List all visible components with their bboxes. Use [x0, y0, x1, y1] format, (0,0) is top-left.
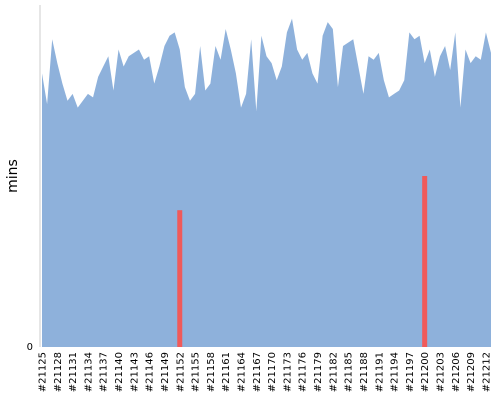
x-tick-label: #21143: [129, 352, 140, 392]
plot-area: [42, 18, 491, 348]
x-tick-label: #21161: [221, 352, 232, 392]
x-tick-label: #21200: [420, 352, 431, 392]
x-tick-label: #21206: [451, 352, 462, 392]
x-tick-label: #21149: [160, 352, 171, 392]
x-tick-label: #21125: [38, 352, 49, 392]
x-ticks: #21125 #21128 #21131 #21134 #21137 #21140 #211…: [38, 352, 493, 392]
x-tick-label: #21137: [99, 352, 110, 392]
x-tick-label: #21176: [298, 352, 309, 392]
area-series: [42, 18, 491, 348]
x-tick-label: #21140: [114, 352, 125, 392]
x-tick-label: #21179: [313, 352, 324, 392]
x-tick-label: #21185: [344, 352, 355, 392]
x-tick-label: #21173: [282, 352, 293, 392]
x-tick-label: #21170: [267, 352, 278, 392]
x-tick-label: #21188: [359, 352, 370, 392]
x-tick-label: #21197: [405, 352, 416, 392]
x-tick-label: #21128: [53, 352, 64, 392]
x-tick-label: #21191: [374, 352, 385, 392]
x-tick-label: #21194: [390, 352, 401, 392]
highlight-mark-0: [177, 210, 183, 347]
x-tick-label: #21134: [83, 352, 94, 392]
x-tick-label: #21182: [328, 352, 339, 392]
highlight-mark-1: [422, 176, 428, 347]
x-tick-label: #21212: [481, 352, 492, 392]
x-tick-label: #21131: [68, 352, 79, 392]
x-tick-label: #21155: [191, 352, 202, 392]
y-tick-label: 0: [27, 342, 33, 353]
x-tick-label: #21167: [252, 352, 263, 392]
x-tick-label: #21158: [206, 352, 217, 392]
y-ticks: 0: [27, 342, 33, 353]
y-axis-title: mins: [5, 159, 21, 193]
x-tick-label: #21164: [236, 352, 247, 392]
x-tick-label: #21203: [435, 352, 446, 392]
x-tick-label: #21146: [145, 352, 156, 392]
x-tick-label: #21152: [175, 352, 186, 392]
x-tick-label: #21209: [466, 352, 477, 392]
